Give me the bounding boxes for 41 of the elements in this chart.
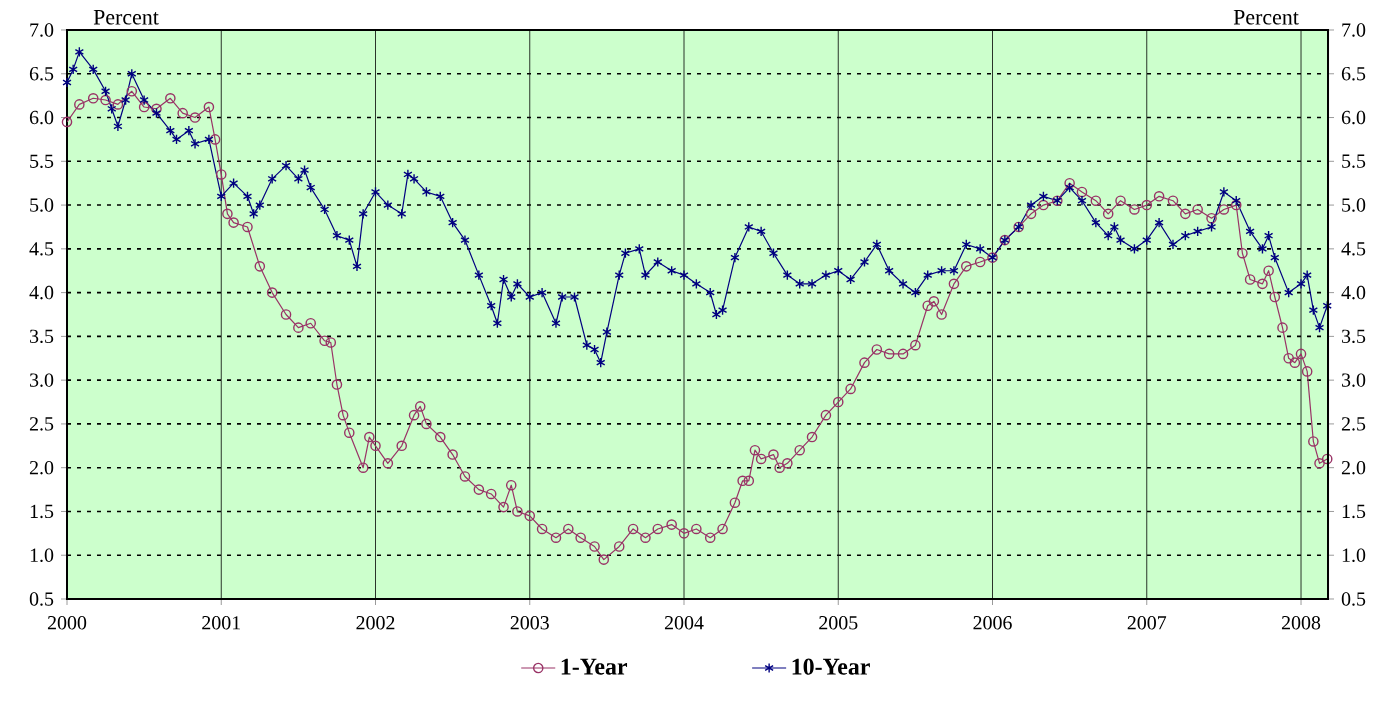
y-tick-label: 2.0 [29, 460, 54, 475]
y-tick-label: 5.5 [30, 154, 54, 168]
y-tick-label: 6.5 [29, 67, 54, 81]
y-axis-title: Percent [93, 10, 159, 25]
x-tick-label: 2004 [664, 616, 704, 630]
x-tick-label: 2007 [1127, 616, 1167, 630]
y-tick-label: 0.5 [29, 592, 54, 606]
y-tick-label: 2.5 [29, 417, 54, 431]
y-tick-label: 6.0 [29, 110, 54, 125]
y2-tick-label: 3.0 [1342, 373, 1366, 387]
y2-tick-label: 1.0 [1342, 548, 1366, 562]
y2-tick-label: 6.0 [1341, 110, 1366, 125]
x-tick-label: 2005 [819, 616, 858, 630]
y2-tick-label: 1.5 [1342, 504, 1366, 519]
y2-tick-label: 6.5 [1341, 67, 1366, 81]
y-tick-label: 5.0 [30, 198, 54, 212]
y-tick-label: 1.0 [30, 548, 54, 562]
x-tick-label: 2001 [202, 616, 240, 630]
y2-tick-label: 5.0 [1342, 198, 1366, 212]
y-tick-label: 1.5 [30, 504, 54, 519]
y2-tick-label: 7.0 [1342, 23, 1366, 37]
y2-tick-label: 4.5 [1341, 242, 1366, 256]
y2-tick-label: 4.0 [1341, 285, 1366, 300]
y2-axis-title: Percent [1233, 10, 1299, 25]
y-tick-label: 3.5 [30, 329, 54, 344]
y-tick-label: 3.0 [30, 373, 54, 387]
x-tick-label: 2000 [47, 616, 87, 630]
legend-label: 10-Year [792, 658, 870, 675]
x-tick-label: 2002 [356, 616, 395, 630]
x-tick-label: 2003 [510, 616, 549, 630]
y2-tick-label: 3.5 [1342, 329, 1366, 344]
y-tick-label: 4.5 [29, 242, 54, 256]
y2-tick-label: 0.5 [1341, 592, 1366, 606]
y2-tick-label: 5.5 [1342, 154, 1366, 168]
y2-tick-label: 2.5 [1341, 417, 1366, 431]
x-tick-label: 2006 [973, 616, 1012, 630]
x-tick-label: 2008 [1281, 616, 1321, 630]
y-tick-label: 7.0 [30, 23, 54, 37]
y-tick-label: 4.0 [29, 285, 54, 300]
y2-tick-label: 2.0 [1341, 460, 1366, 475]
legend-label: 1-Year [561, 658, 628, 675]
